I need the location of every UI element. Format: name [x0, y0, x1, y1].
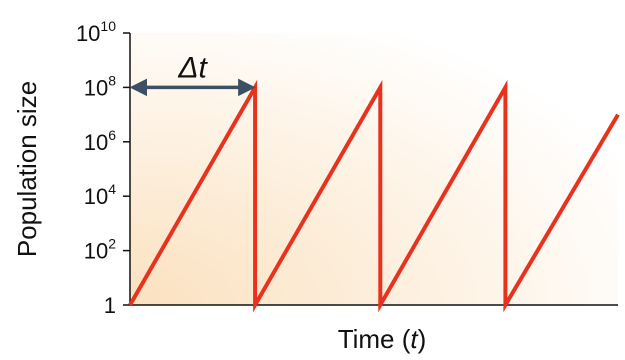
x-axis-title-variable: t	[410, 324, 419, 354]
y-tick-label-exponent: 6	[108, 127, 116, 143]
x-axis-title: Time (t)	[338, 324, 427, 354]
y-tick-label: 108	[84, 72, 116, 100]
y-tick-label-exponent: 2	[108, 236, 116, 252]
y-tick-label-exponent: 10	[100, 18, 116, 34]
x-axis-title-close: )	[418, 324, 427, 354]
population-series-line	[128, 79, 620, 313]
y-tick-label-base: 10	[84, 130, 108, 155]
y-tick-label-base: 10	[84, 75, 108, 100]
y-tick-label-base: 10	[84, 239, 108, 264]
y-tick-label: 106	[84, 127, 116, 155]
y-tick-label-base: 1	[104, 293, 116, 318]
delta-t-label: Δt	[177, 51, 208, 84]
x-axis-title-text: Time (	[338, 324, 411, 354]
y-tick-label-base: 10	[76, 21, 100, 46]
delta-t-annotation: Δt	[129, 51, 256, 97]
plot-background	[130, 33, 618, 305]
y-tick-label-exponent: 4	[108, 181, 116, 197]
y-axis-ticks	[123, 32, 130, 306]
y-tick-label: 1	[104, 293, 116, 318]
y-tick-label: 102	[84, 236, 116, 264]
y-axis-title: Population size	[12, 81, 42, 257]
data-series-group	[128, 79, 620, 313]
y-tick-label: 1010	[76, 18, 116, 46]
y-tick-label: 104	[84, 181, 116, 209]
y-tick-label-exponent: 8	[108, 72, 116, 88]
y-tick-label-base: 10	[84, 184, 108, 209]
